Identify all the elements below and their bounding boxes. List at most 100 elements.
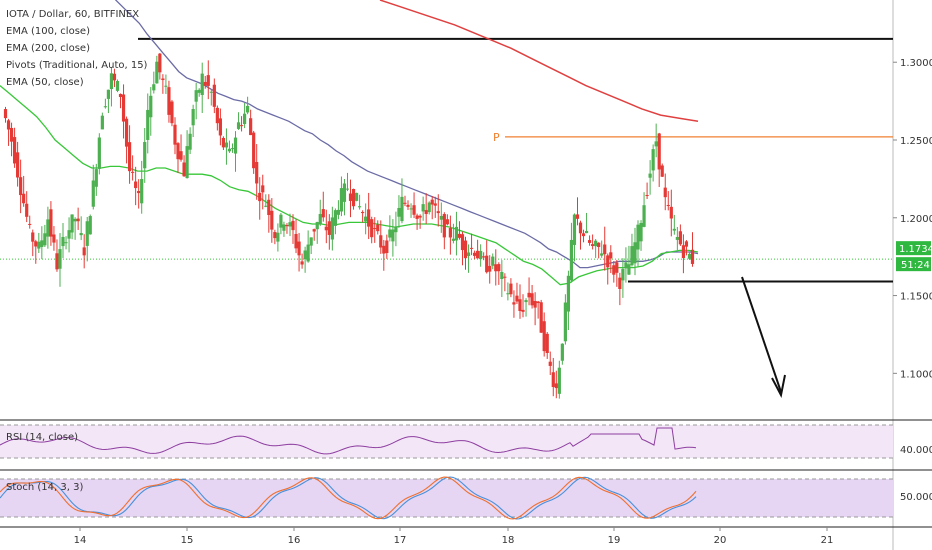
candle-up <box>345 188 350 190</box>
candle-up <box>409 208 413 210</box>
candle-down <box>218 118 222 136</box>
candle-up <box>491 256 495 266</box>
candle-up <box>143 142 147 169</box>
candle-up <box>451 238 456 241</box>
candle-up <box>94 169 98 187</box>
candle-down <box>657 133 661 170</box>
candle-down <box>270 210 274 230</box>
candle-down <box>527 292 531 298</box>
candle-down <box>327 221 331 235</box>
candle-up <box>642 205 646 227</box>
candle-down <box>548 361 552 366</box>
candle-down <box>609 252 613 259</box>
x-tick-label: 18 <box>502 535 515 546</box>
candle-down <box>252 132 256 169</box>
candle-up <box>188 133 192 150</box>
candle-down <box>430 199 434 205</box>
y-tick-label: 1.1500 <box>900 292 932 303</box>
candle-down <box>442 214 446 238</box>
candle-up <box>454 226 459 241</box>
candle-up <box>342 183 347 202</box>
pivot-label: P <box>493 131 500 144</box>
candle-down <box>436 211 440 214</box>
stoch-k-line <box>0 476 697 520</box>
candle-down <box>379 235 383 248</box>
candle-down <box>137 191 141 194</box>
x-tick-label: 17 <box>394 535 407 546</box>
candle-down <box>25 203 29 217</box>
candle-down <box>445 219 449 225</box>
candle-up <box>79 233 83 236</box>
candle-down <box>300 261 304 265</box>
candle-down <box>530 293 534 306</box>
candle-down <box>463 240 468 259</box>
candle-up <box>627 264 631 275</box>
x-tick-label: 21 <box>821 535 834 546</box>
candle-down <box>124 118 129 147</box>
candle-up <box>339 188 344 212</box>
candle-down <box>215 107 219 124</box>
candle-down <box>518 299 522 312</box>
candle-down <box>460 234 465 251</box>
candle-up <box>103 106 107 108</box>
candle-up <box>687 253 692 259</box>
candle-down <box>485 255 489 273</box>
candle-up <box>630 246 634 266</box>
candle-down <box>182 162 186 177</box>
projection-arrow-head <box>771 374 786 398</box>
candle-down <box>351 188 356 207</box>
candle-up <box>672 228 676 231</box>
candle-down <box>476 250 480 259</box>
candle-down <box>406 204 410 207</box>
candle-down <box>34 241 38 247</box>
candle-down <box>603 244 607 255</box>
legend-ema50: EMA (50, close) <box>6 77 84 88</box>
candle-down <box>258 192 262 202</box>
candle-down <box>82 247 86 256</box>
candle-down <box>206 75 210 86</box>
rsi-tick-label: 40.0000 <box>900 445 932 456</box>
candle-down <box>412 205 416 215</box>
candle-up <box>651 149 655 171</box>
candle-down <box>22 193 26 204</box>
candle-down <box>482 256 486 258</box>
candle-down <box>578 222 583 234</box>
candle-down <box>127 142 132 172</box>
candle-down <box>618 277 622 289</box>
candle-down <box>551 372 555 387</box>
stoch-band <box>0 479 893 517</box>
candle-down <box>612 265 616 275</box>
candle-up <box>621 268 625 281</box>
candle-down <box>669 206 673 219</box>
candle-down <box>348 193 353 201</box>
candle-up <box>364 216 368 222</box>
candle-down <box>457 233 462 238</box>
candle-down <box>267 199 271 216</box>
ema200-line <box>379 0 699 123</box>
candle-up <box>654 141 658 147</box>
candle-up <box>624 262 628 269</box>
candle-down <box>12 137 17 164</box>
candle-up <box>397 207 401 217</box>
legend-title: IOTA / Dollar, 60, BITFINEX <box>6 9 140 20</box>
chart-legend: IOTA / Dollar, 60, BITFINEX EMA (100, cl… <box>6 6 147 91</box>
candle-up <box>500 271 504 280</box>
stoch-tick-label: 50.0000 <box>900 492 932 503</box>
candle-down <box>31 232 35 242</box>
candle-up <box>560 343 564 361</box>
y-tick-label: 1.1000 <box>900 369 932 380</box>
candle-up <box>227 148 232 152</box>
candle-down <box>203 81 207 86</box>
candle-up <box>563 302 567 342</box>
legend-ema200: EMA (200, close) <box>6 43 90 54</box>
candle-down <box>52 234 56 243</box>
candle-down <box>533 300 537 308</box>
candle-up <box>306 244 310 262</box>
candle-up <box>421 204 425 212</box>
candle-up <box>600 253 604 256</box>
candle-up <box>330 217 334 240</box>
candle-up <box>85 221 89 246</box>
candle-down <box>212 84 216 107</box>
candle-up <box>236 122 241 129</box>
